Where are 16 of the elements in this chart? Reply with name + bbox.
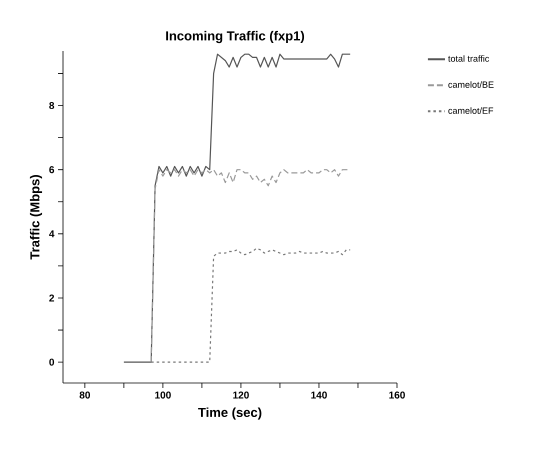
chart-title: Incoming Traffic (fxp1) — [166, 30, 304, 44]
y-tick-label: 6 — [49, 166, 54, 174]
y-tick-label: 0 — [49, 358, 54, 366]
x-axis-title: Time (sec) — [198, 407, 262, 420]
legend-label: total traffic — [448, 55, 490, 62]
y-tick-label: 2 — [49, 294, 54, 302]
x-tick-label: 160 — [389, 392, 405, 399]
legend-label: camelot/BE — [448, 81, 494, 88]
y-tick-label: 4 — [49, 230, 54, 238]
y-tick-label: 8 — [49, 102, 54, 110]
y-axis-title: Traffic (Mbps) — [30, 175, 42, 260]
legend-label: camelot/EF — [448, 107, 494, 114]
x-tick-label: 120 — [233, 392, 249, 399]
x-tick-label: 140 — [311, 392, 327, 399]
x-tick-label: 100 — [155, 392, 171, 399]
x-tick-label: 80 — [80, 392, 90, 399]
